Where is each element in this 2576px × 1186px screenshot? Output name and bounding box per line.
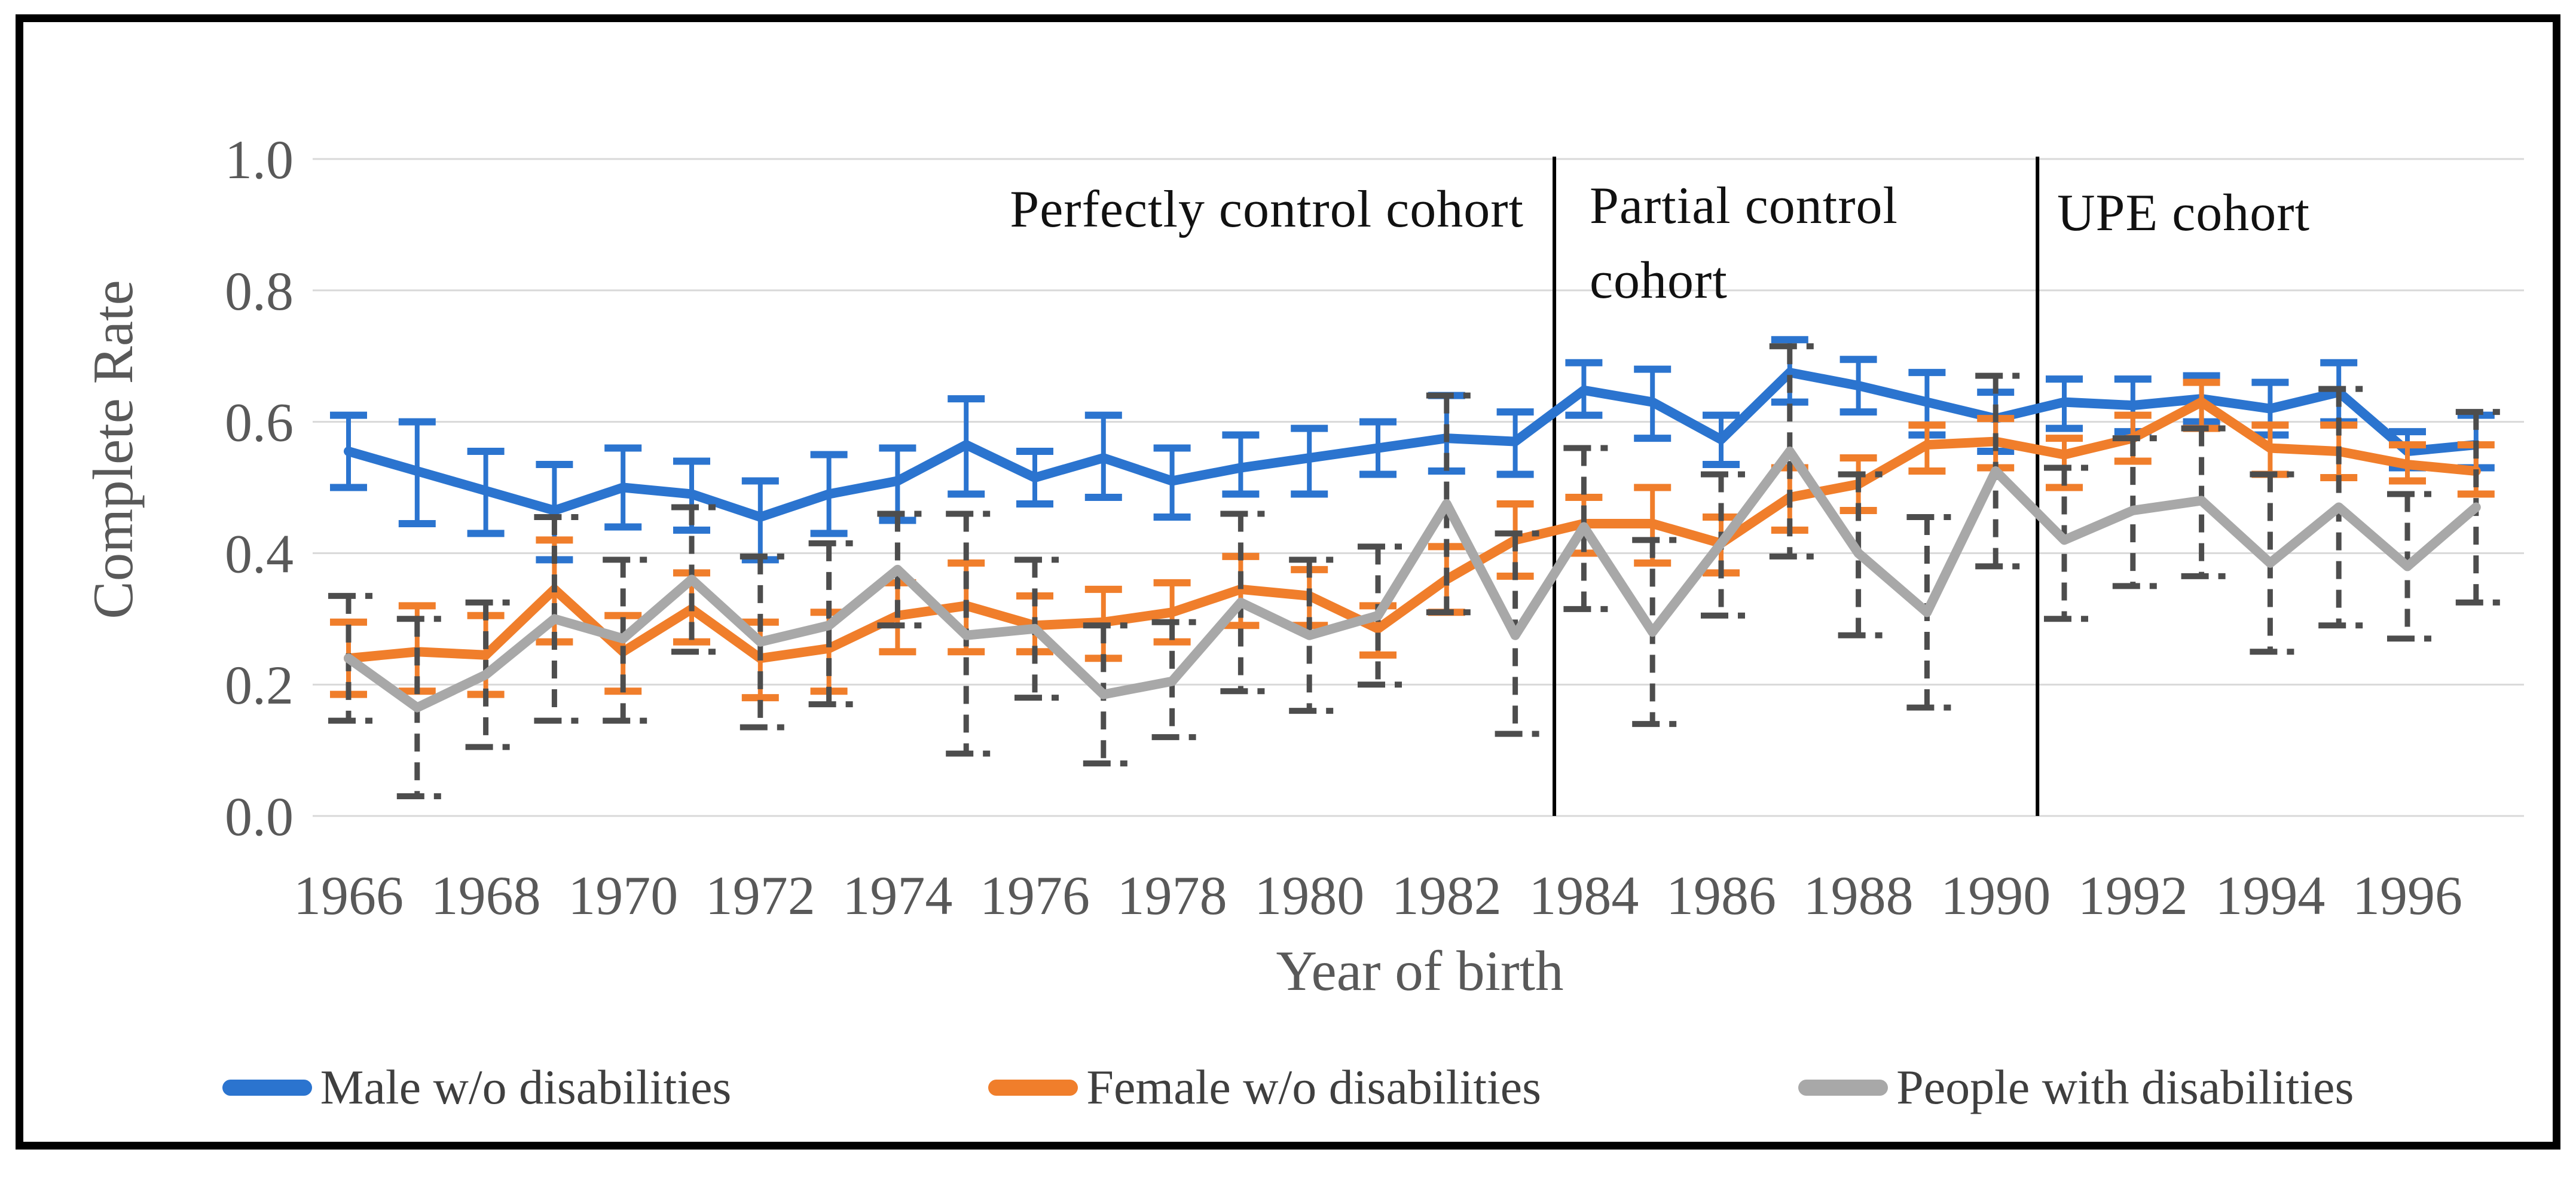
figure-border: 0.0 0.2 0.4 0.6 0.8 1.0 1966 1968 1970 1972 1974 19… [16, 14, 2560, 1150]
svg-text:1974: 1974 [842, 865, 952, 926]
legend-item-1: Male w/o disabilities [222, 1059, 732, 1115]
svg-text:1988: 1988 [1804, 865, 1914, 926]
legend-swatch-icon [1798, 1080, 1888, 1096]
x-axis-title: Year of birth [1121, 938, 1719, 1004]
legend-item-3: People with disabilities [1798, 1059, 2354, 1115]
svg-text:1994: 1994 [2215, 865, 2325, 926]
annotation-partial-control-cohort: Partial control cohort [1590, 169, 1963, 319]
legend-label: Female w/o disabilities [1086, 1059, 1541, 1115]
y-axis-title: Complete Rate [80, 252, 146, 647]
svg-text:1996: 1996 [2352, 865, 2462, 926]
svg-text:1972: 1972 [705, 865, 815, 926]
svg-text:1976: 1976 [980, 865, 1090, 926]
svg-text:0.6: 0.6 [225, 392, 294, 453]
svg-text:0.4: 0.4 [225, 523, 294, 584]
legend-swatch-icon [988, 1080, 1078, 1096]
chart-area: 0.0 0.2 0.4 0.6 0.8 1.0 1966 1968 1970 1972 1974 19… [23, 22, 2553, 1142]
svg-text:1990: 1990 [1941, 865, 2051, 926]
svg-text:1968: 1968 [431, 865, 541, 926]
svg-text:1986: 1986 [1666, 865, 1776, 926]
svg-text:1984: 1984 [1529, 865, 1639, 926]
legend-swatch-icon [222, 1080, 312, 1096]
svg-text:1980: 1980 [1254, 865, 1364, 926]
svg-text:1992: 1992 [2078, 865, 2188, 926]
legend-label: People with disabilities [1896, 1059, 2354, 1115]
svg-text:0.0: 0.0 [225, 786, 294, 847]
svg-text:0.2: 0.2 [225, 655, 294, 716]
legend: Male w/o disabilities Female w/o disabili… [23, 1059, 2553, 1115]
svg-text:1982: 1982 [1392, 865, 1502, 926]
svg-text:1966: 1966 [294, 865, 404, 926]
svg-text:0.8: 0.8 [225, 261, 294, 322]
annotation-perfectly-control-cohort: Perfectly control cohort [920, 173, 1524, 247]
annotation-upe-cohort: UPE cohort [2057, 176, 2535, 251]
svg-text:1.0: 1.0 [225, 129, 294, 190]
svg-text:1970: 1970 [568, 865, 678, 926]
legend-item-2: Female w/o disabilities [988, 1059, 1541, 1115]
svg-text:1978: 1978 [1117, 865, 1227, 926]
legend-label: Male w/o disabilities [320, 1059, 732, 1115]
